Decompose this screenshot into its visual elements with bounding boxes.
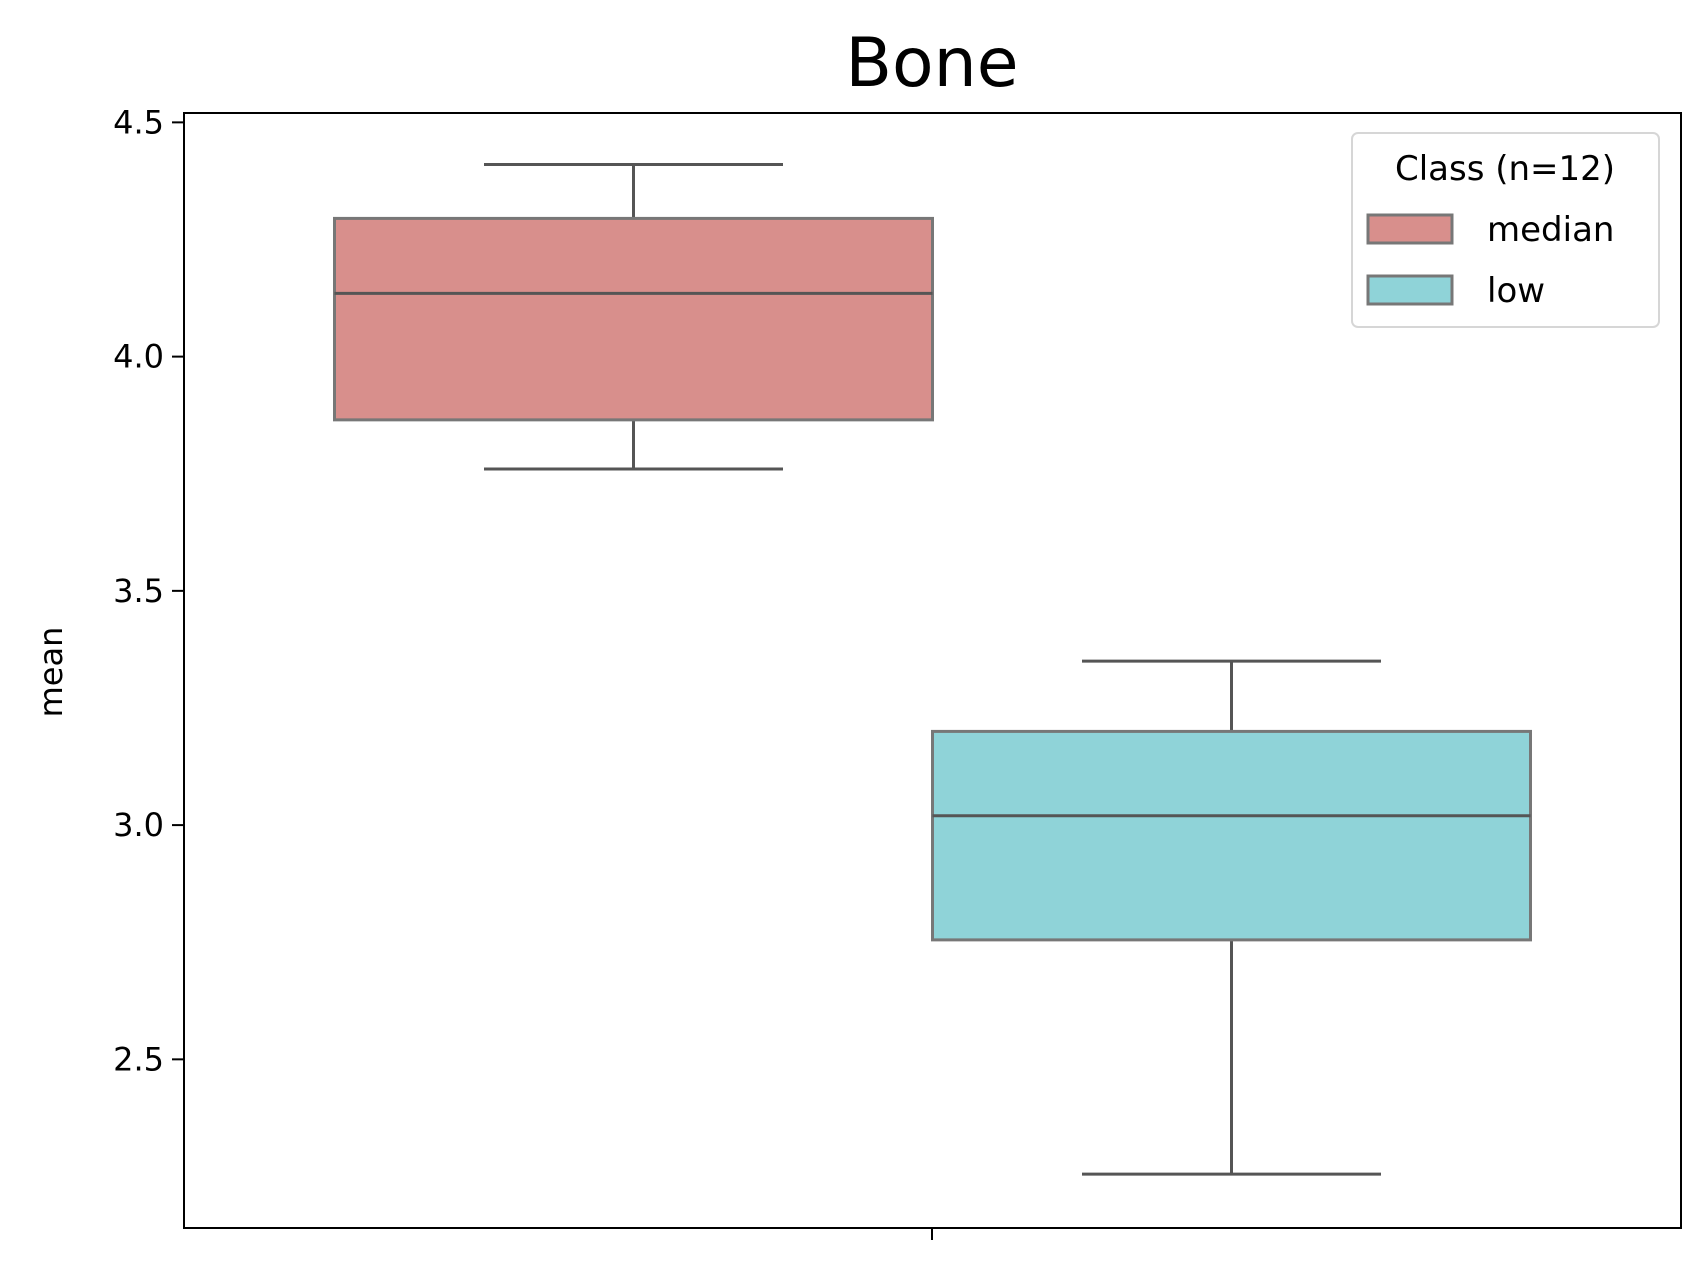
- y-tick-label: 3.5: [113, 572, 164, 610]
- y-axis: 2.5 3.0 3.5 4.0 4.5: [113, 103, 184, 1078]
- box-median: [333, 163, 934, 471]
- legend-title: Class (n=12): [1395, 149, 1615, 189]
- y-tick-label: 3.0: [113, 806, 164, 844]
- box-plots: [333, 163, 1532, 1176]
- legend-label-low: low: [1487, 271, 1545, 311]
- chart-title: Bone: [845, 24, 1018, 103]
- y-tick-label: 2.5: [113, 1040, 164, 1078]
- legend-items: median low: [1366, 210, 1614, 311]
- box-low: [931, 659, 1532, 1176]
- legend-label-median: median: [1487, 210, 1614, 250]
- legend-swatch-low: [1366, 274, 1454, 306]
- iqr-box: [333, 216, 934, 422]
- legend-swatch-median: [1366, 213, 1454, 245]
- y-axis-label: mean: [32, 627, 70, 718]
- y-tick-label: 4.5: [113, 103, 164, 141]
- iqr-box: [931, 729, 1532, 942]
- y-tick-label: 4.0: [113, 338, 164, 376]
- legend: Class (n=12) median low: [1351, 132, 1660, 328]
